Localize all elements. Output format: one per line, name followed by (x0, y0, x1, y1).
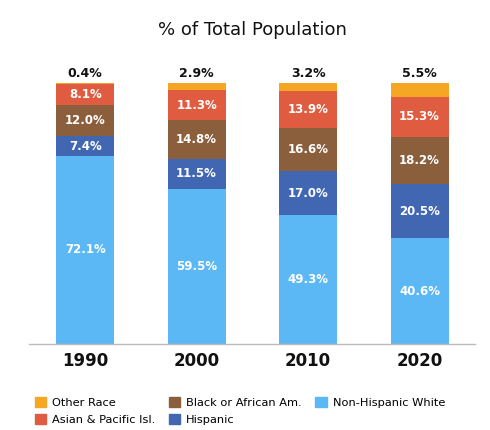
Bar (56, 83, 114, 84)
Bar (279, 83, 337, 91)
Bar (168, 83, 225, 90)
Text: 16.6%: 16.6% (288, 143, 329, 156)
Text: 17.0%: 17.0% (288, 187, 328, 200)
Text: 59.5%: 59.5% (176, 260, 217, 273)
Text: 14.8%: 14.8% (176, 133, 217, 146)
Text: 49.3%: 49.3% (288, 273, 329, 286)
Bar (391, 238, 448, 344)
Text: 13.9%: 13.9% (288, 103, 328, 116)
Text: 7.4%: 7.4% (69, 140, 101, 153)
Text: 2.9%: 2.9% (179, 68, 214, 80)
Text: 8.1%: 8.1% (69, 88, 101, 101)
Bar (56, 136, 114, 156)
Text: 20.5%: 20.5% (399, 205, 440, 218)
Bar (168, 120, 225, 159)
Text: 0.4%: 0.4% (68, 68, 102, 80)
Text: 18.2%: 18.2% (399, 154, 440, 167)
Bar (391, 83, 448, 97)
Bar (279, 171, 337, 215)
Text: 11.5%: 11.5% (176, 167, 217, 180)
Bar (56, 105, 114, 136)
Text: 3.2%: 3.2% (291, 68, 325, 80)
Bar (391, 137, 448, 184)
Bar (391, 184, 448, 238)
Text: 11.3%: 11.3% (176, 99, 217, 112)
Text: 15.3%: 15.3% (399, 111, 440, 123)
Bar (391, 97, 448, 137)
Text: 40.6%: 40.6% (399, 285, 440, 298)
Bar (168, 159, 225, 189)
Bar (279, 91, 337, 128)
Bar (168, 189, 225, 344)
Title: % of Total Population: % of Total Population (158, 21, 347, 39)
Bar (56, 84, 114, 105)
Text: 72.1%: 72.1% (65, 243, 105, 256)
Text: 12.0%: 12.0% (65, 114, 105, 127)
Legend: Other Race, Asian & Pacific Isl., Black or African Am., Hispanic, Non-Hispanic W: Other Race, Asian & Pacific Isl., Black … (35, 397, 445, 424)
Text: 5.5%: 5.5% (402, 67, 437, 80)
Bar (279, 215, 337, 344)
Bar (279, 128, 337, 171)
Bar (56, 156, 114, 344)
Bar (168, 90, 225, 120)
